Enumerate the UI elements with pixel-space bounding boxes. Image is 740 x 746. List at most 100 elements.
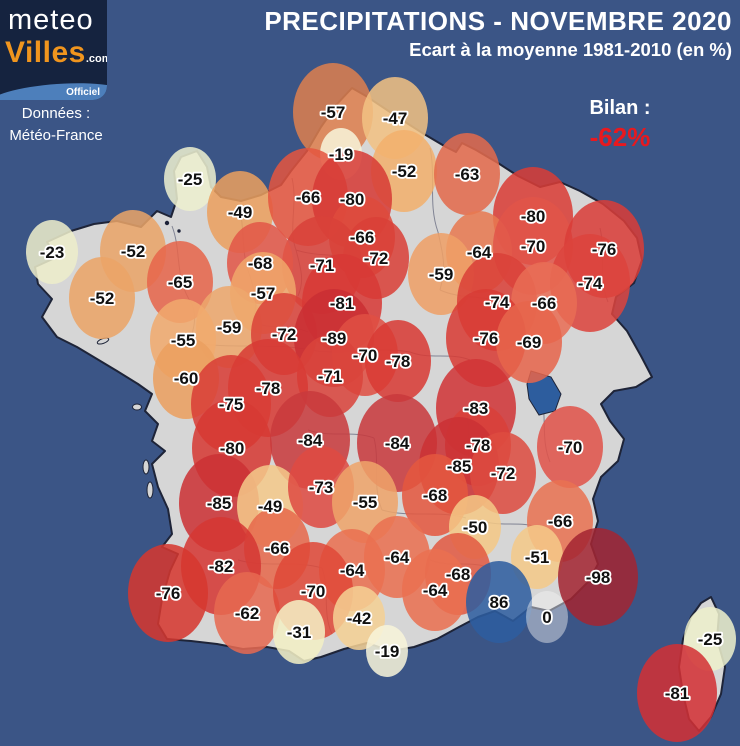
anomaly-value-label: -70 (521, 237, 546, 256)
anomaly-value-label: -49 (258, 497, 283, 516)
anomaly-value-label: -80 (220, 439, 245, 458)
anomaly-ellipse-layer (26, 63, 736, 742)
anomaly-value-label: -25 (698, 630, 723, 649)
anomaly-value-label: -57 (321, 103, 346, 122)
anomaly-value-label: -76 (592, 240, 617, 259)
anomaly-ellipse (496, 301, 562, 383)
anomaly-ellipse (164, 147, 216, 211)
anomaly-value-label: -55 (171, 331, 196, 350)
anomaly-value-label: -80 (340, 190, 365, 209)
page-subtitle: Ecart à la moyenne 1981-2010 (en %) (409, 38, 732, 60)
data-source-credit: Données : Météo-France (0, 103, 112, 147)
anomaly-value-label: -64 (340, 561, 365, 580)
anomaly-ellipse (511, 525, 563, 589)
anomaly-ellipse (466, 561, 532, 643)
anomaly-value-label: -72 (272, 325, 297, 344)
anomaly-ellipse (26, 220, 78, 284)
anomaly-value-label: -84 (385, 434, 410, 453)
anomaly-value-label: -66 (265, 539, 290, 558)
anomaly-value-label: -73 (309, 478, 334, 497)
anomaly-value-label: -80 (521, 207, 546, 226)
anomaly-ellipse (558, 528, 638, 626)
anomaly-value-label: -89 (322, 329, 347, 348)
anomaly-value-label: -31 (287, 623, 312, 642)
logo-badge-officiel: Officiel (66, 87, 100, 98)
summary-block: Bilan : -62% (572, 97, 668, 153)
anomaly-value-label: -83 (464, 399, 489, 418)
meteovilles-logo: meteo Villes.com Officiel (0, 0, 107, 100)
anomaly-value-label: -72 (364, 249, 389, 268)
anomaly-value-label: -68 (446, 565, 471, 584)
data-source-line1: Données : (21, 105, 91, 122)
anomaly-ellipse (366, 625, 408, 677)
anomaly-value-label: -23 (40, 243, 65, 262)
anomaly-value-label: -76 (156, 584, 181, 603)
anomaly-value-label: -81 (665, 684, 690, 703)
anomaly-value-label: -68 (423, 486, 448, 505)
anomaly-value-label: -84 (298, 431, 323, 450)
anomaly-ellipse (365, 320, 431, 402)
anomaly-value-label: -82 (209, 557, 234, 576)
page-title: PRECIPITATIONS - NOVEMBRE 2020 (264, 6, 732, 36)
anomaly-value-label: -78 (466, 436, 491, 455)
anomaly-ellipse (214, 572, 280, 654)
anomaly-ellipse (147, 241, 213, 323)
anomaly-ellipse (537, 406, 603, 488)
anomaly-value-label: -64 (385, 548, 410, 567)
summary-value: -62% (589, 122, 651, 152)
anomaly-ellipse (273, 600, 325, 664)
anomaly-ellipse (402, 549, 468, 631)
anomaly-value-label: -52 (121, 242, 146, 261)
summary-label: Bilan : (589, 97, 651, 119)
anomaly-value-label: -42 (347, 609, 372, 628)
anomaly-value-label: -71 (310, 256, 335, 275)
header: PRECIPITATIONS - NOVEMBRE 2020 Ecart à l… (250, 7, 732, 61)
anomaly-value-label: -60 (174, 369, 199, 388)
anomaly-value-label: -55 (353, 493, 378, 512)
anomaly-ellipse (69, 257, 135, 339)
anomaly-value-label: -65 (168, 273, 193, 292)
anomaly-value-label: -70 (558, 438, 583, 457)
anomaly-value-label: -98 (586, 568, 611, 587)
anomaly-value-label: -63 (455, 165, 480, 184)
anomaly-value-label: -66 (296, 188, 321, 207)
anomaly-value-label: -19 (329, 145, 354, 164)
anomaly-value-label: -52 (392, 162, 417, 181)
anomaly-ellipse (434, 133, 500, 215)
anomaly-value-label: -66 (350, 228, 375, 247)
logo-text-villes: Villes (5, 36, 86, 69)
anomaly-value-label: -52 (90, 289, 115, 308)
anomaly-ellipse (526, 591, 568, 643)
logo-text-com: .com (85, 53, 107, 65)
anomaly-label-layer: -57 -47-19-25 -52 -63-49-66 -80-80-23 -52-66-… (38, 101, 724, 705)
anomaly-value-label: -81 (330, 294, 355, 313)
anomaly-value-label: -69 (517, 333, 542, 352)
anomaly-value-label: -64 (467, 243, 492, 262)
anomaly-ellipse (470, 432, 536, 514)
anomaly-value-label: -59 (429, 265, 454, 284)
anomaly-value-label: -59 (217, 318, 242, 337)
anomaly-value-label: -62 (235, 604, 260, 623)
anomaly-value-label: -75 (219, 395, 244, 414)
anomaly-value-label: -76 (474, 329, 499, 348)
anomaly-value-label: -70 (353, 346, 378, 365)
anomaly-ellipse (128, 544, 208, 642)
anomaly-value-label: -72 (491, 464, 516, 483)
anomaly-value-label: -74 (485, 293, 510, 312)
anomaly-value-label: -66 (532, 294, 557, 313)
logo-text-meteo: meteo (8, 4, 94, 36)
anomaly-value-label: -85 (207, 494, 232, 513)
anomaly-ellipse (637, 644, 717, 742)
anomaly-value-label: -78 (256, 379, 281, 398)
data-source-line2: Météo-France (9, 126, 103, 144)
anomaly-value-label: -51 (525, 548, 550, 567)
anomaly-value-label: -57 (251, 284, 276, 303)
anomaly-value-label: -66 (548, 512, 573, 531)
anomaly-value-label: -25 (178, 170, 203, 189)
anomaly-value-label: -74 (578, 274, 603, 293)
anomaly-value-label: -50 (463, 518, 488, 537)
anomaly-value-label: -71 (318, 367, 343, 386)
anomaly-value-label: 86 (490, 593, 509, 612)
anomaly-value-label: -85 (447, 457, 472, 476)
